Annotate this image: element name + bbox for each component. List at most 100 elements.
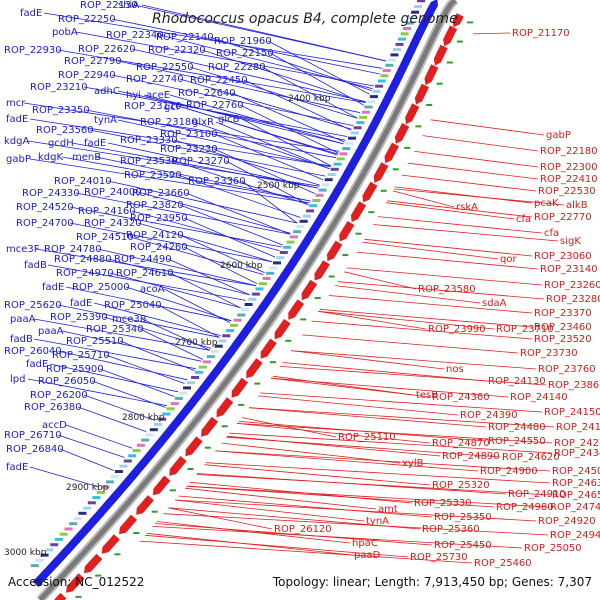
feature-block (367, 100, 376, 104)
left-gene-label: glcB (218, 114, 240, 125)
feature-block (395, 42, 404, 46)
feature-block (312, 199, 321, 202)
right-gene-label: ROP_25050 (524, 543, 582, 554)
right-gene-label: ROP_22300 (540, 162, 598, 173)
left-leader-line (99, 368, 175, 397)
feature-block (55, 537, 63, 541)
right-leader-line (356, 251, 539, 270)
feature-block (361, 110, 370, 114)
left-gene-label: ROP_22790 (64, 56, 122, 67)
feature-block (369, 95, 378, 99)
left-gene-label: gcl (164, 102, 179, 113)
left-leader-line (159, 34, 373, 90)
rna-feature-block (415, 125, 422, 128)
right-gene-label: cfa (544, 228, 559, 239)
right-leader-line (186, 485, 495, 508)
left-gene-label: ROP_26840 (6, 444, 64, 455)
left-gene-label: ROP_26200 (30, 390, 88, 401)
right-gene-label: qor (500, 254, 517, 265)
left-gene-label: ROP_22930 (4, 45, 62, 56)
right-leader-line (386, 202, 515, 220)
feature-block (110, 475, 119, 479)
right-gene-label: ROP_23760 (538, 364, 596, 375)
left-leader-line (239, 104, 339, 154)
left-leader-line (61, 330, 202, 362)
left-leader-line (57, 434, 125, 458)
right-gene-label: tesB (416, 390, 438, 401)
left-leader-line (29, 118, 332, 167)
left-gene-label: ROP_23210 (30, 82, 88, 93)
right-leader-line (178, 495, 433, 518)
kbp-mark: 2700 kbp (175, 338, 218, 348)
right-leader-line (226, 436, 501, 458)
right-leader-line (196, 474, 551, 496)
left-gene-label: ROP_24610 (116, 268, 174, 279)
reverse-gene-arrow (216, 403, 229, 418)
right-gene-label: amt (378, 504, 398, 515)
left-leader-line (269, 52, 365, 106)
left-leader-line (169, 94, 344, 145)
left-gene-label: ROP_22450 (190, 75, 248, 86)
right-gene-label: hpaC (352, 538, 378, 549)
rna-feature-block (446, 61, 453, 64)
left-gene-label: ROP_26050 (38, 376, 96, 387)
right-gene-label: ROP_24270 (554, 438, 600, 449)
rna-feature-block (270, 361, 276, 364)
left-gene-label: glxR (192, 117, 214, 128)
right-gene-label: sdaA (482, 298, 507, 309)
feature-block (233, 318, 242, 322)
rna-feature-block (380, 189, 387, 192)
right-leader-line (175, 499, 537, 522)
feature-block (179, 391, 187, 395)
rna-feature-block (187, 468, 194, 470)
right-gene-label: ROP_22530 (538, 186, 596, 197)
right-leader-line (414, 151, 539, 168)
left-leader-line (43, 12, 383, 69)
left-gene-label: ROP_21960 (214, 36, 272, 47)
reverse-gene-arrow (288, 305, 300, 320)
accession-text: Accession: NC_012522 (8, 575, 144, 589)
rna-feature-block (114, 553, 121, 556)
feature-block (195, 370, 204, 374)
right-leader-lines (139, 32, 565, 564)
feature-block (158, 417, 167, 421)
left-leader-line (27, 378, 168, 407)
reverse-gene-arrow (169, 462, 182, 476)
right-gene-label: ROP_23140 (540, 264, 598, 275)
feature-block (136, 443, 145, 447)
reverse-gene-arrow (433, 51, 445, 66)
left-gene-label: ROP_25390 (50, 312, 108, 323)
feature-block (269, 266, 278, 270)
right-gene-label: ROP_23990 (428, 324, 486, 335)
left-gene-label: ROP_22940 (58, 70, 116, 81)
feature-block (166, 407, 175, 411)
left-gene-label: fadE (6, 462, 28, 473)
left-gene-label: paaA (38, 326, 64, 337)
left-leader-line (75, 192, 291, 235)
left-leader-line (117, 119, 331, 168)
right-leader-line (395, 186, 533, 204)
feature-block (342, 147, 351, 151)
right-leader-line (144, 534, 409, 558)
left-gene-label: ROP_23350 (32, 105, 90, 116)
left-gene-label: mce3B (112, 314, 147, 325)
left-gene-label: ROP_24010 (54, 176, 112, 187)
left-gene-label: mce3F (6, 244, 40, 255)
reverse-gene-arrow (351, 207, 363, 222)
right-leader-line (229, 432, 553, 454)
feature-block (333, 162, 342, 166)
right-gene-label: alkB (566, 200, 588, 211)
feature-block (414, 5, 422, 9)
left-leader-line (179, 234, 265, 274)
reverse-gene-arrow (246, 364, 258, 379)
right-gene-label: ROP_23520 (534, 334, 592, 345)
genome-backbone (36, 0, 459, 600)
right-leader-line (392, 190, 455, 208)
feature-block (50, 543, 59, 547)
right-gene-label: ROP_24360 (432, 392, 490, 403)
left-leader-line (143, 94, 344, 145)
left-leader-line (183, 246, 258, 285)
feature-block (348, 136, 356, 140)
reverse-gene-arrow (424, 70, 436, 86)
